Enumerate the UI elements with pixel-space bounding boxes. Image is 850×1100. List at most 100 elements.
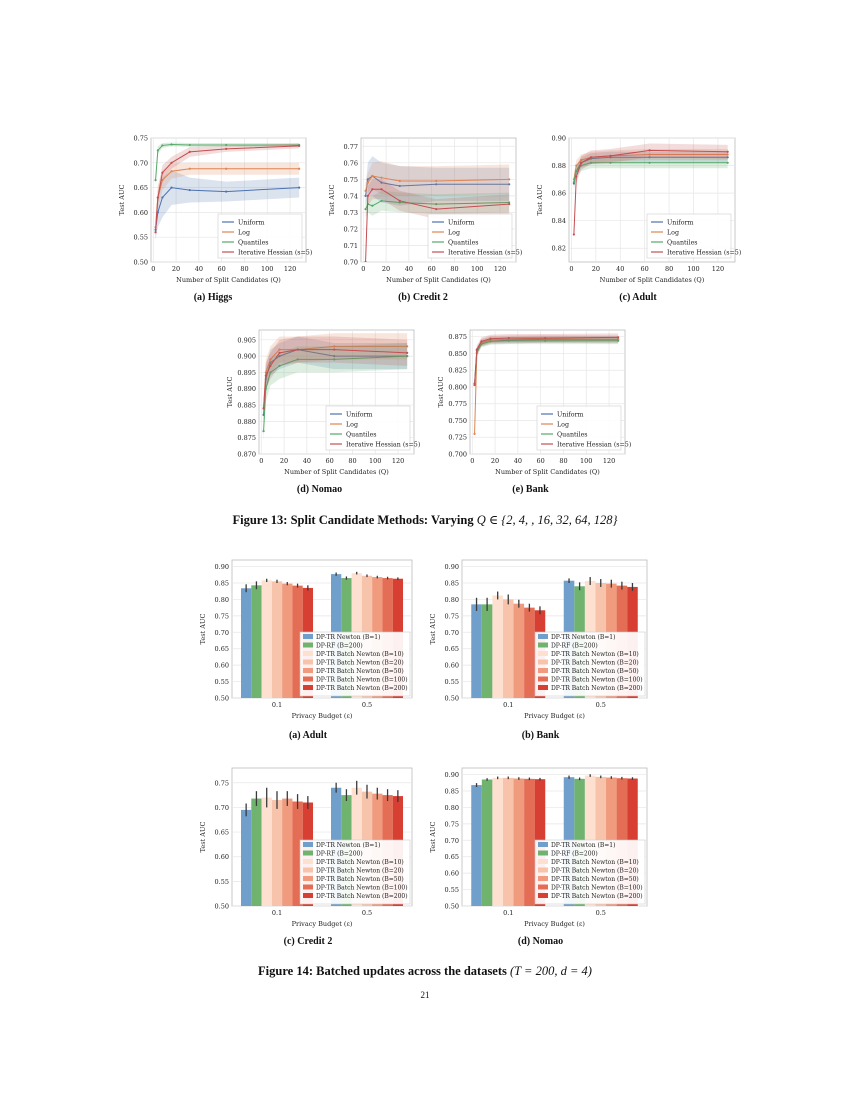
data-point xyxy=(648,149,651,152)
confidence-band xyxy=(155,162,300,238)
legend-swatch xyxy=(303,842,313,847)
data-point xyxy=(225,147,228,151)
data-point xyxy=(264,374,267,377)
y-axis-label: Test AUC xyxy=(199,614,207,645)
y-tick-label: 0.55 xyxy=(215,878,229,886)
data-point xyxy=(333,348,336,351)
legend-swatch xyxy=(538,651,548,656)
legend-label: Log xyxy=(557,421,569,428)
data-point xyxy=(333,355,336,358)
data-point xyxy=(398,199,401,202)
y-tick-label: 0.870 xyxy=(237,451,256,459)
data-point xyxy=(188,143,191,147)
data-point xyxy=(398,179,401,183)
y-tick-label: 0.885 xyxy=(237,402,256,410)
data-point xyxy=(508,203,511,206)
y-tick-label: 0.55 xyxy=(215,678,229,686)
bar xyxy=(282,583,293,698)
confidence-band xyxy=(573,143,728,240)
y-tick-label: 0.90 xyxy=(552,135,566,143)
y-tick-label: 0.875 xyxy=(237,434,256,442)
data-point xyxy=(617,339,620,342)
panel-caption-bar-nomao: (d) Nomao xyxy=(517,936,564,947)
bar xyxy=(271,581,283,698)
x-tick-label: 0.1 xyxy=(503,909,513,917)
data-point xyxy=(380,199,383,202)
panel-caption-bar-credit2: (c) Credit 2 xyxy=(283,936,333,947)
data-point xyxy=(262,430,265,433)
data-point xyxy=(188,167,191,170)
figure13-caption-prefix: Figure 13: Split Candidate Methods: Vary… xyxy=(232,513,477,527)
legend-label: Uniform xyxy=(448,219,475,226)
legend-swatch xyxy=(538,668,548,673)
legend-swatch xyxy=(303,634,313,639)
legend-label: DP-TR Batch Newton (B=50) xyxy=(551,668,639,675)
bar xyxy=(513,603,525,698)
x-tick-label: 120 xyxy=(712,265,724,273)
y-tick-label: 0.55 xyxy=(445,678,459,686)
data-point xyxy=(617,336,620,339)
bar xyxy=(471,604,482,698)
legend-swatch xyxy=(538,893,548,898)
bar xyxy=(251,798,262,906)
y-tick-label: 0.905 xyxy=(237,336,256,344)
x-axis-label: Privacy Budget (ε) xyxy=(524,920,585,928)
data-point xyxy=(264,371,267,374)
y-tick-label: 0.750 xyxy=(448,417,467,425)
data-point xyxy=(156,196,159,199)
data-point xyxy=(225,190,228,193)
legend-swatch xyxy=(538,642,548,648)
y-tick-label: 0.70 xyxy=(215,629,229,637)
chart-bar-credit2: 0.50 0.55 0.60 0.65 0.70 0.75 Test AUC Privacy … xyxy=(199,767,413,928)
y-axis-label: Test AUC xyxy=(536,185,544,216)
data-point xyxy=(371,188,374,191)
legend-swatch xyxy=(303,850,313,856)
y-tick-label: 0.88 xyxy=(552,162,566,170)
y-tick-label: 0.90 xyxy=(445,771,459,779)
x-tick-label: 120 xyxy=(284,265,296,273)
x-tick-label: 40 xyxy=(616,265,624,273)
data-point xyxy=(508,201,511,204)
x-tick-label: 0.5 xyxy=(362,909,372,917)
panel-caption-credit2: (b) Credit 2 xyxy=(398,292,448,303)
x-tick-label: 100 xyxy=(369,457,381,465)
bar xyxy=(513,778,525,906)
data-point xyxy=(296,358,299,361)
y-tick-label: 0.895 xyxy=(237,369,256,377)
data-point xyxy=(726,156,729,159)
x-tick-label: 20 xyxy=(172,265,180,273)
y-tick-label: 0.75 xyxy=(445,820,459,828)
legend-label: DP-TR Batch Newton (B=10) xyxy=(551,651,639,658)
legend-swatch xyxy=(538,867,548,873)
panel-caption-adult: (c) Adult xyxy=(619,292,657,303)
data-point xyxy=(489,337,492,340)
legend-swatch xyxy=(303,867,313,873)
bar xyxy=(292,801,303,906)
data-point xyxy=(575,164,578,167)
y-tick-label: 0.77 xyxy=(344,143,358,151)
legend-label: DP-TR Batch Newton (B=10) xyxy=(316,859,404,866)
data-point xyxy=(298,144,301,148)
figure14-caption: Figure 14: Batched updates across the da… xyxy=(0,964,850,979)
data-point xyxy=(609,154,612,158)
legend-label: Iterative Hessian (s=5) xyxy=(346,441,420,448)
legend-label: DP-TR Batch Newton (B=50) xyxy=(551,876,639,883)
y-tick-label: 0.70 xyxy=(215,804,229,812)
chart-higgs: 0.50 0.55 0.60 0.65 0.70 0.75 Test AUC Number o… xyxy=(118,135,312,285)
x-tick-label: 120 xyxy=(392,457,404,465)
y-axis-label: Test AUC xyxy=(328,185,336,216)
legend-label: DP-TR Batch Newton (B=100) xyxy=(316,677,408,684)
y-tick-label: 0.71 xyxy=(344,242,358,250)
data-point xyxy=(475,348,478,351)
x-tick-label: 80 xyxy=(450,265,458,273)
legend-label: Iterative Hessian (s=5) xyxy=(667,249,741,256)
confidence-band xyxy=(263,343,408,441)
legend-swatch xyxy=(538,676,548,682)
figure14-caption-prefix: Figure 14: Batched updates across the da… xyxy=(258,964,511,978)
data-point xyxy=(473,432,476,435)
x-tick-label: 20 xyxy=(491,457,499,465)
y-tick-label: 0.50 xyxy=(445,903,459,911)
data-point xyxy=(170,170,173,173)
data-point xyxy=(589,156,593,159)
data-point xyxy=(333,345,336,348)
